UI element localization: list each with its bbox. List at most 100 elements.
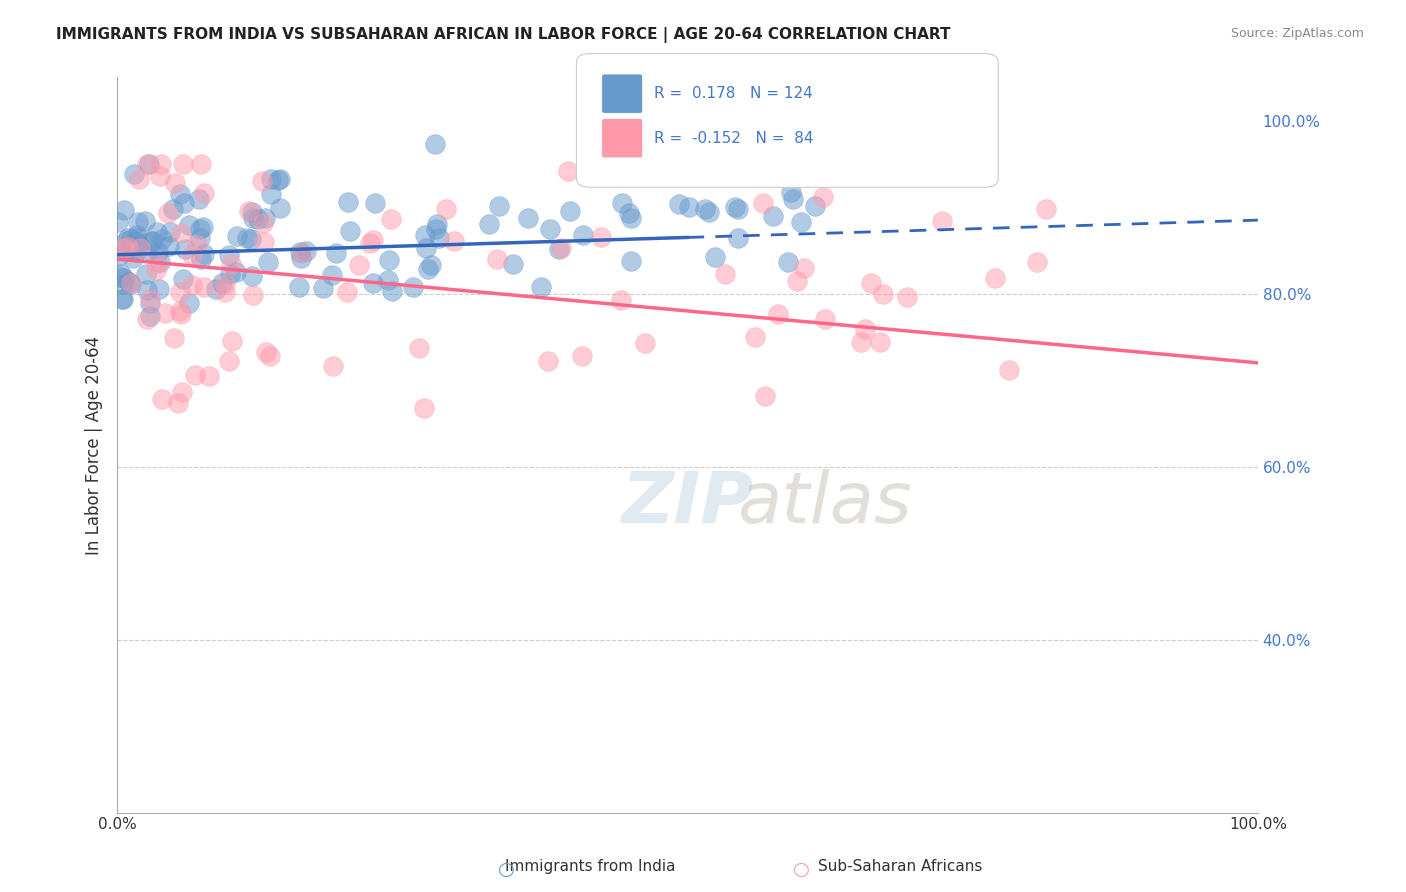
- Point: [172, 272, 194, 286]
- Point: [135, 311, 157, 326]
- Point: [110, 292, 132, 306]
- Point: [361, 277, 384, 291]
- Point: [218, 267, 240, 281]
- Point: [138, 157, 160, 171]
- Point: [485, 252, 508, 266]
- Point: [325, 246, 347, 260]
- Point: [619, 211, 641, 225]
- Point: [502, 257, 524, 271]
- Point: [167, 396, 190, 410]
- Point: [312, 281, 335, 295]
- Point: [364, 196, 387, 211]
- Point: [488, 199, 510, 213]
- Point: [205, 282, 228, 296]
- Point: [257, 255, 280, 269]
- Point: [246, 212, 269, 227]
- Point: [678, 200, 700, 214]
- Point: [188, 192, 211, 206]
- Point: [240, 205, 263, 219]
- Point: [124, 234, 146, 248]
- Point: [855, 322, 877, 336]
- Point: [620, 253, 643, 268]
- Point: [236, 231, 259, 245]
- Text: IMMIGRANTS FROM INDIA VS SUBSAHARAN AFRICAN IN LABOR FORCE | AGE 20-64 CORRELATI: IMMIGRANTS FROM INDIA VS SUBSAHARAN AFRI…: [56, 27, 950, 43]
- Text: R =  -0.152   N =  84: R = -0.152 N = 84: [654, 131, 813, 145]
- Point: [153, 305, 176, 319]
- Point: [163, 331, 186, 345]
- Point: [269, 201, 291, 215]
- Point: [170, 384, 193, 399]
- Point: [181, 278, 204, 293]
- Point: [572, 228, 595, 243]
- Point: [425, 222, 447, 236]
- Point: [426, 217, 449, 231]
- Point: [359, 235, 381, 250]
- Point: [377, 252, 399, 267]
- Point: [221, 334, 243, 348]
- Point: [1035, 202, 1057, 216]
- Point: [169, 307, 191, 321]
- Point: [172, 157, 194, 171]
- Point: [337, 195, 360, 210]
- Point: [150, 231, 173, 245]
- Point: [122, 167, 145, 181]
- Point: [193, 186, 215, 200]
- Point: [814, 311, 837, 326]
- Point: [242, 288, 264, 302]
- Point: [872, 286, 894, 301]
- Point: [558, 203, 581, 218]
- Point: [240, 232, 263, 246]
- Point: [253, 235, 276, 249]
- Point: [860, 276, 883, 290]
- Point: [361, 233, 384, 247]
- Point: [634, 336, 657, 351]
- Point: [141, 234, 163, 248]
- Point: [128, 172, 150, 186]
- Point: [127, 228, 149, 243]
- Point: [170, 227, 193, 241]
- Point: [129, 241, 152, 255]
- Point: [117, 240, 139, 254]
- Point: [169, 187, 191, 202]
- Point: [146, 226, 169, 240]
- Point: [782, 192, 804, 206]
- Point: [127, 215, 149, 229]
- Point: [288, 279, 311, 293]
- Point: [259, 349, 281, 363]
- Point: [714, 267, 737, 281]
- Point: [110, 267, 132, 281]
- Point: [111, 292, 134, 306]
- Point: [789, 215, 811, 229]
- Point: [537, 354, 560, 368]
- Point: [896, 290, 918, 304]
- Point: [413, 228, 436, 243]
- Point: [811, 190, 834, 204]
- Point: [776, 255, 799, 269]
- Point: [162, 202, 184, 216]
- Point: [138, 244, 160, 258]
- Point: [377, 273, 399, 287]
- Point: [295, 244, 318, 258]
- Point: [174, 242, 197, 256]
- Point: [169, 285, 191, 300]
- Point: [402, 280, 425, 294]
- Y-axis label: In Labor Force | Age 20-64: In Labor Force | Age 20-64: [86, 335, 103, 555]
- Point: [191, 219, 214, 234]
- Point: [218, 353, 240, 368]
- Point: [128, 236, 150, 251]
- Point: [516, 211, 538, 226]
- Point: [190, 231, 212, 245]
- Point: [931, 214, 953, 228]
- Point: [120, 276, 142, 290]
- Point: [121, 243, 143, 257]
- Point: [427, 231, 450, 245]
- Point: [112, 241, 135, 255]
- Point: [695, 202, 717, 216]
- Point: [181, 248, 204, 262]
- Point: [339, 224, 361, 238]
- Point: [589, 229, 612, 244]
- Point: [291, 245, 314, 260]
- Point: [117, 231, 139, 245]
- Text: atlas: atlas: [737, 469, 911, 538]
- Point: [336, 285, 359, 299]
